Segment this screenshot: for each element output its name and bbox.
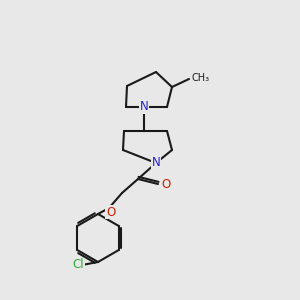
- Text: N: N: [152, 157, 160, 169]
- Text: O: O: [106, 206, 116, 218]
- Text: CH₃: CH₃: [192, 73, 210, 83]
- Text: O: O: [161, 178, 171, 190]
- Text: Cl: Cl: [72, 259, 84, 272]
- Text: N: N: [140, 100, 148, 113]
